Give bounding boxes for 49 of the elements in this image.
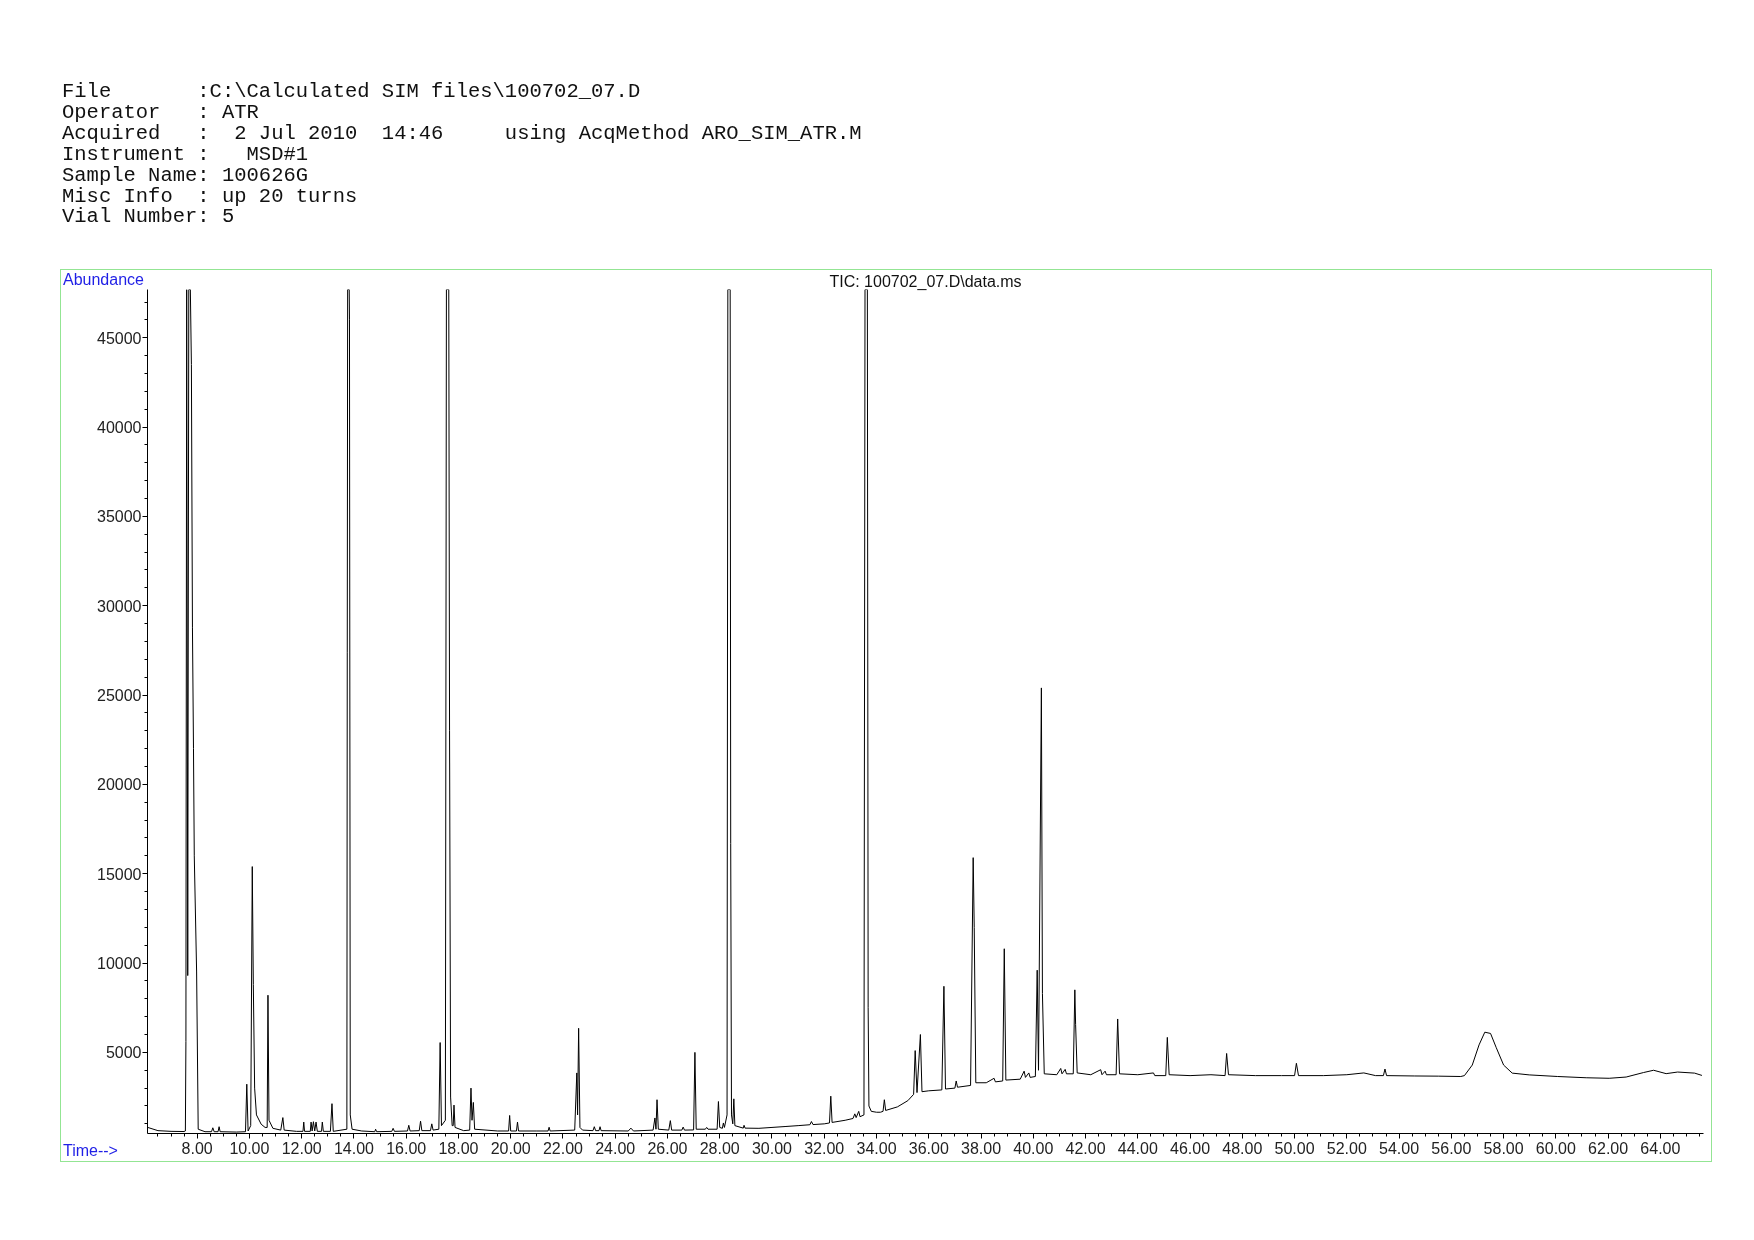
- x-tick-label: 12.00: [281, 1139, 322, 1157]
- x-tick-label: 16.00: [386, 1139, 427, 1157]
- x-tick-label: 50.00: [1274, 1139, 1315, 1157]
- x-tick-label: 38.00: [961, 1139, 1002, 1157]
- x-tick-label: 56.00: [1431, 1139, 1472, 1157]
- y-axis-title: Abundance: [63, 271, 144, 289]
- x-tick-label: 10.00: [229, 1139, 270, 1157]
- x-tick-label: 18.00: [438, 1139, 479, 1157]
- x-tick-label: 44.00: [1117, 1139, 1158, 1157]
- y-tick-label: 20000: [97, 776, 142, 794]
- x-tick-label: 64.00: [1640, 1139, 1681, 1157]
- text: Misc Info : up 20 turns: [62, 184, 358, 208]
- x-tick-label: 28.00: [699, 1139, 740, 1157]
- text: Instrument : MSD#1: [62, 142, 309, 166]
- x-tick-label: 32.00: [804, 1139, 845, 1157]
- x-tick-label: 48.00: [1222, 1139, 1263, 1157]
- text: Operator : ATR: [62, 100, 259, 124]
- x-tick-label: 20.00: [490, 1139, 531, 1157]
- y-tick-label: 10000: [97, 955, 142, 973]
- x-tick-label: 8.00: [181, 1139, 213, 1157]
- y-tick-label: 30000: [97, 597, 142, 615]
- x-tick-label: 62.00: [1588, 1139, 1629, 1157]
- x-tick-label: 40.00: [1013, 1139, 1054, 1157]
- x-tick-label: 42.00: [1065, 1139, 1106, 1157]
- x-tick-label: 60.00: [1535, 1139, 1576, 1157]
- text: Acquired : 2 Jul 2010 14:46 using AcqMethod ARO_SIM_ATR.M: [62, 121, 862, 145]
- x-tick-label: 46.00: [1170, 1139, 1211, 1157]
- x-axis-title: Time-->: [63, 1142, 118, 1160]
- chart-title: TIC: 100702_07.D\data.ms: [829, 272, 1022, 291]
- text: File :C:\Calculated SIM files\100702_07.D: [62, 80, 641, 103]
- x-tick-label: 30.00: [751, 1139, 793, 1157]
- y-tick-label: 25000: [97, 687, 142, 705]
- x-tick-label: 26.00: [647, 1139, 688, 1157]
- x-tick-label: 22.00: [542, 1139, 584, 1157]
- x-tick-label: 52.00: [1326, 1139, 1367, 1157]
- text: Vial Number: 5: [62, 205, 235, 229]
- x-tick-label: 24.00: [595, 1139, 636, 1157]
- y-tick-label: 35000: [97, 508, 142, 526]
- x-tick-label: 14.00: [333, 1139, 375, 1157]
- text: Sample Name: 100626G: [62, 163, 309, 187]
- line-series: [147, 289, 1703, 1133]
- x-tick-label: 58.00: [1483, 1139, 1524, 1157]
- x-tick-label: 54.00: [1379, 1139, 1420, 1157]
- y-tick-label: 5000: [105, 1044, 142, 1062]
- y-tick-label: 15000: [97, 865, 142, 883]
- x-tick-label: 36.00: [908, 1139, 949, 1157]
- y-tick-label: 45000: [97, 329, 142, 347]
- x-tick-label: 34.00: [856, 1139, 897, 1157]
- y-tick-label: 40000: [97, 419, 142, 437]
